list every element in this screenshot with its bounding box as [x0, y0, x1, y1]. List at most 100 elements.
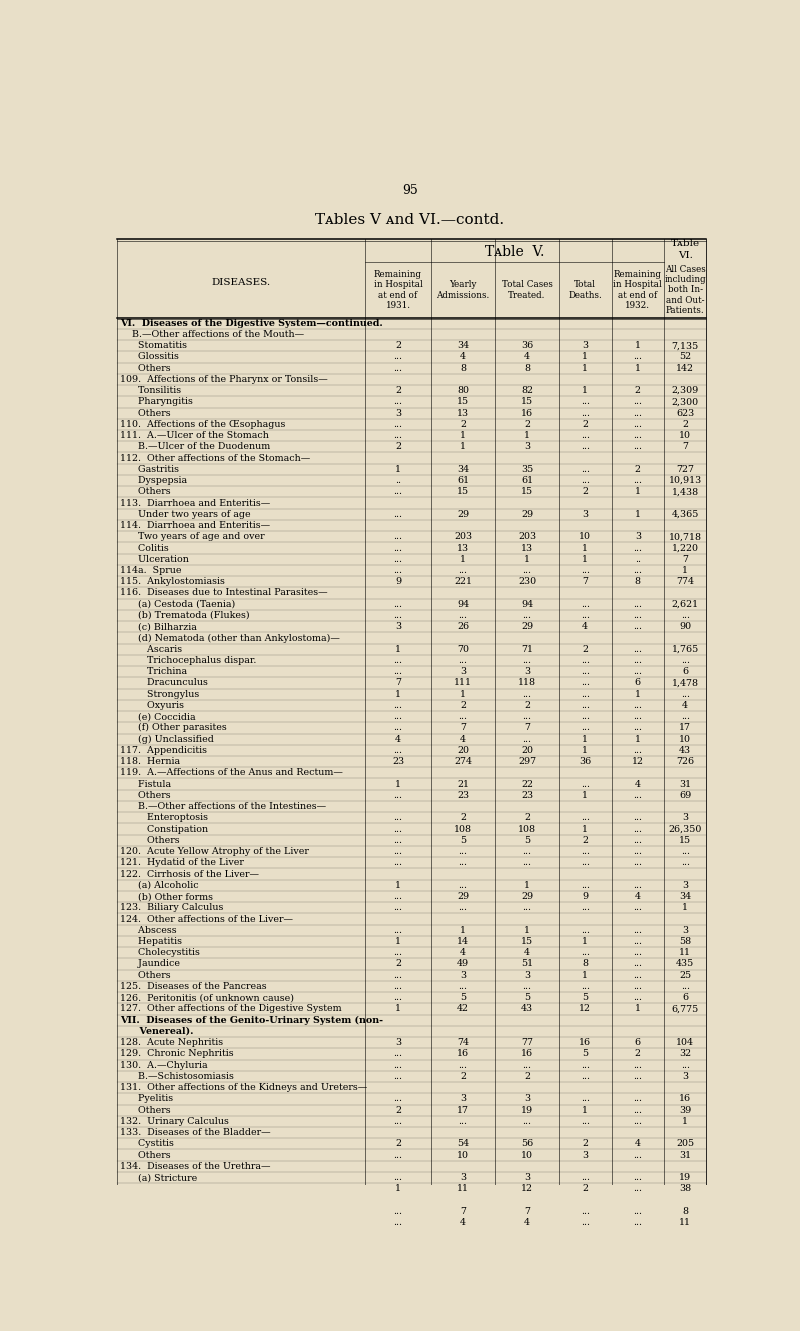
Text: 95: 95 [402, 184, 418, 197]
Text: 133.  Diseases of the Bladder—: 133. Diseases of the Bladder— [120, 1129, 270, 1137]
Text: 134.  Diseases of the Urethra—: 134. Diseases of the Urethra— [120, 1162, 270, 1171]
Text: 1,765: 1,765 [671, 644, 698, 654]
Text: 1: 1 [635, 735, 641, 744]
Text: Stomatitis: Stomatitis [120, 341, 187, 350]
Text: 29: 29 [457, 892, 469, 901]
Text: ..: .. [635, 555, 641, 564]
Text: 12: 12 [632, 757, 644, 767]
Text: 10: 10 [579, 532, 591, 542]
Text: 10,718: 10,718 [669, 532, 702, 542]
Text: 4: 4 [460, 735, 466, 744]
Text: 13: 13 [457, 543, 469, 552]
Text: 7: 7 [682, 555, 688, 564]
Text: DISEASES.: DISEASES. [211, 278, 270, 287]
Text: 51: 51 [521, 960, 533, 969]
Text: ...: ... [394, 353, 402, 362]
Text: ...: ... [581, 926, 590, 934]
Text: ...: ... [634, 656, 642, 666]
Text: 121.  Hydatid of the Liver: 121. Hydatid of the Liver [120, 858, 244, 868]
Text: 80: 80 [457, 386, 469, 395]
Text: 21: 21 [457, 780, 469, 788]
Text: ...: ... [634, 926, 642, 934]
Text: 3: 3 [460, 1173, 466, 1182]
Text: Jaundice: Jaundice [120, 960, 180, 969]
Text: 7: 7 [524, 1207, 530, 1215]
Text: ...: ... [581, 679, 590, 687]
Text: 1: 1 [395, 689, 401, 699]
Text: Strongylus: Strongylus [120, 689, 199, 699]
Text: (a) Stricture: (a) Stricture [120, 1173, 198, 1182]
Text: 1: 1 [395, 1005, 401, 1013]
Text: ...: ... [394, 532, 402, 542]
Text: 10: 10 [457, 1150, 469, 1159]
Text: (g) Unclassified: (g) Unclassified [120, 735, 214, 744]
Text: ...: ... [394, 431, 402, 441]
Text: ...: ... [634, 1071, 642, 1081]
Text: ...: ... [458, 904, 467, 912]
Text: 205: 205 [676, 1139, 694, 1149]
Text: ...: ... [394, 566, 402, 575]
Text: 49: 49 [457, 960, 469, 969]
Text: 42: 42 [457, 1005, 469, 1013]
Text: 2: 2 [395, 1139, 401, 1149]
Text: 29: 29 [521, 510, 533, 519]
Text: ...: ... [581, 813, 590, 823]
Text: 5: 5 [524, 993, 530, 1002]
Text: 1: 1 [682, 1117, 688, 1126]
Text: ...: ... [634, 1094, 642, 1103]
Text: 2: 2 [582, 1139, 588, 1149]
Text: 94: 94 [521, 600, 533, 608]
Text: ...: ... [394, 398, 402, 406]
Text: 1: 1 [635, 363, 641, 373]
Text: 1: 1 [582, 386, 588, 395]
Text: 1: 1 [682, 566, 688, 575]
Text: Tᴀble  V.: Tᴀble V. [485, 245, 544, 260]
Text: Abscess: Abscess [120, 926, 177, 934]
Text: ...: ... [581, 1173, 590, 1182]
Text: ...: ... [581, 1094, 590, 1103]
Text: 1: 1 [582, 745, 588, 755]
Text: All Cases
including
both In-
and Out-
Patients.: All Cases including both In- and Out- Pa… [664, 265, 706, 315]
Text: 3: 3 [395, 409, 401, 418]
Text: 16: 16 [679, 1094, 691, 1103]
Text: ...: ... [394, 825, 402, 833]
Text: ...: ... [458, 1061, 467, 1070]
Text: ...: ... [522, 735, 531, 744]
Text: 58: 58 [679, 937, 691, 946]
Text: 39: 39 [679, 1106, 691, 1114]
Text: ...: ... [581, 724, 590, 732]
Text: ...: ... [634, 644, 642, 654]
Text: ...: ... [581, 398, 590, 406]
Text: 125.  Diseases of the Pancreas: 125. Diseases of the Pancreas [120, 982, 266, 992]
Text: ...: ... [634, 1117, 642, 1126]
Text: ...: ... [634, 1218, 642, 1227]
Text: ...: ... [581, 712, 590, 721]
Text: 111.  A.—Ulcer of the Stomach: 111. A.—Ulcer of the Stomach [120, 431, 269, 441]
Text: ...: ... [581, 858, 590, 868]
Text: Ascaris: Ascaris [120, 644, 182, 654]
Text: ...: ... [394, 510, 402, 519]
Text: ...: ... [681, 656, 690, 666]
Text: ...: ... [458, 566, 467, 575]
Text: ...: ... [581, 1071, 590, 1081]
Text: 23: 23 [457, 791, 469, 800]
Text: ...: ... [681, 858, 690, 868]
Text: ...: ... [458, 881, 467, 890]
Text: 129.  Chronic Nephritis: 129. Chronic Nephritis [120, 1049, 234, 1058]
Text: ...: ... [394, 1094, 402, 1103]
Text: ...: ... [634, 701, 642, 709]
Text: 3: 3 [582, 510, 588, 519]
Text: ...: ... [581, 881, 590, 890]
Text: ...: ... [581, 566, 590, 575]
Text: ...: ... [394, 892, 402, 901]
Text: 5: 5 [524, 836, 530, 845]
Text: Two years of age and over: Two years of age and over [120, 532, 265, 542]
Text: Tᴀble
VI.: Tᴀble VI. [670, 240, 700, 260]
Text: 110.  Affections of the Œsophagus: 110. Affections of the Œsophagus [120, 419, 286, 429]
Text: 7: 7 [682, 442, 688, 451]
Text: 4: 4 [460, 353, 466, 362]
Text: ...: ... [458, 1117, 467, 1126]
Text: ...: ... [634, 442, 642, 451]
Text: 2: 2 [460, 701, 466, 709]
Text: Colitis: Colitis [120, 543, 169, 552]
